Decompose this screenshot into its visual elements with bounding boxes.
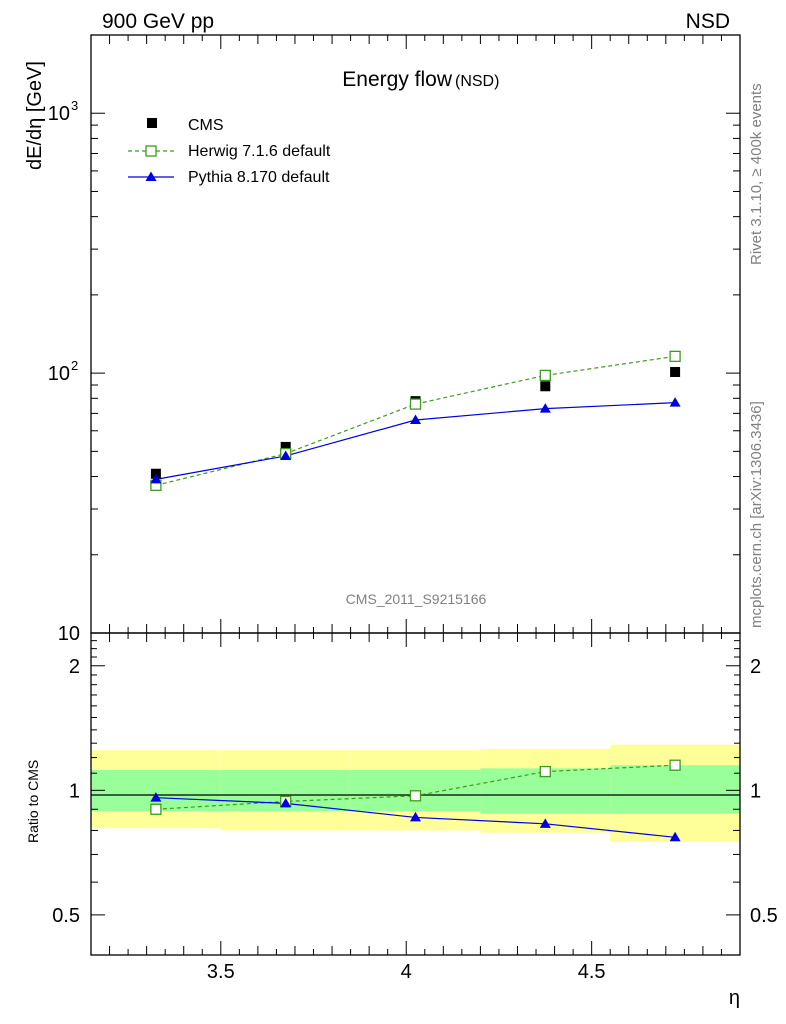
main-y-tick-label: 10 (58, 623, 80, 645)
main-y-tick-exponent: 3 (71, 98, 78, 113)
legend-label-cms: CMS (188, 117, 224, 134)
herwig-point (539, 369, 551, 382)
pythia-point (150, 473, 162, 484)
herwig-point (669, 350, 681, 363)
ratio-pythia-point (669, 831, 681, 842)
ratio-y-tick-label-left: 1 (69, 780, 80, 802)
legend-marker-pythia (145, 171, 157, 181)
ratio-data-layer (150, 759, 681, 842)
ratio-y-tick-label-right: 1 (750, 780, 761, 802)
ratio-y-tick-label-right: 2 (750, 656, 761, 678)
side-label-mcplots: mcplots.cern.ch [arXiv:1306.3436] (748, 401, 765, 628)
pythia-point (669, 397, 681, 407)
x-tick-label: 4.5 (578, 961, 606, 983)
side-label-rivet: Rivet 3.1.10, ≥ 400k events (748, 83, 765, 265)
header-right: NSD (686, 10, 730, 33)
ratio-y-tick-label-right: 0.5 (750, 905, 778, 927)
ratio-pythia-point (280, 797, 292, 808)
ratio-plot-frame (90, 632, 741, 956)
ratio-band-inner (610, 765, 740, 814)
herwig-line (155, 355, 676, 486)
ratio-herwig-point (669, 759, 681, 771)
cms-point (150, 468, 161, 479)
legend-label-pythia: Pythia 8.170 default (188, 169, 330, 186)
x-tick-label: 3.5 (207, 961, 235, 983)
main-y-tick-label: 10 (48, 363, 70, 385)
ratio-pythia-point (410, 811, 421, 822)
x-tick-label: 4 (401, 961, 412, 983)
ratio-y-ticks: 0.5 0.5 1 1 2 2 (52, 640, 778, 956)
ratio-y-tick-label-left: 0.5 (52, 905, 80, 927)
pythia-line (155, 402, 676, 480)
legend-label-herwig: Herwig 7.1.6 default (188, 143, 331, 160)
legend-marker-cms (147, 118, 157, 128)
analysis-watermark: CMS_2011_S9215166 (346, 591, 487, 607)
main-title-sub: (NSD) (455, 73, 499, 90)
cms-point (540, 381, 551, 392)
ratio-herwig-point (409, 790, 422, 802)
ratio-herwig-point (150, 803, 162, 815)
pythia-point (280, 450, 292, 460)
main-data-layer (150, 350, 681, 491)
ratio-pythia-point (539, 818, 551, 828)
cms-point (280, 441, 291, 452)
ratio-pythia-point (150, 792, 162, 802)
main-title: Energy flow (342, 68, 453, 91)
ratio-x-ticks: 3.5 4 4.5 (109, 633, 741, 983)
legend: CMS Herwig 7.1.6 default Pythia 8.170 de… (128, 117, 331, 186)
main-y-tick-label: 10 (48, 103, 70, 125)
ratio-y-axis-label: Ratio to CMS (25, 760, 41, 843)
main-y-axis-label: dE/dη [GeV] (24, 61, 46, 170)
ratio-herwig-point (539, 765, 551, 778)
pythia-point (410, 414, 421, 425)
cms-point (670, 366, 681, 377)
pythia-point (539, 403, 551, 413)
header-left: 900 GeV pp (102, 10, 214, 33)
ratio-y-tick-label-left: 2 (69, 656, 80, 678)
main-y-tick-exponent: 2 (71, 358, 78, 373)
ratio-plot: 0.5 0.5 1 1 2 2 3.5 4 4.5 Ratio to CMS η (25, 632, 778, 1009)
herwig-point (409, 398, 422, 410)
legend-marker-herwig (145, 145, 157, 157)
x-axis-label: η (729, 987, 740, 1009)
